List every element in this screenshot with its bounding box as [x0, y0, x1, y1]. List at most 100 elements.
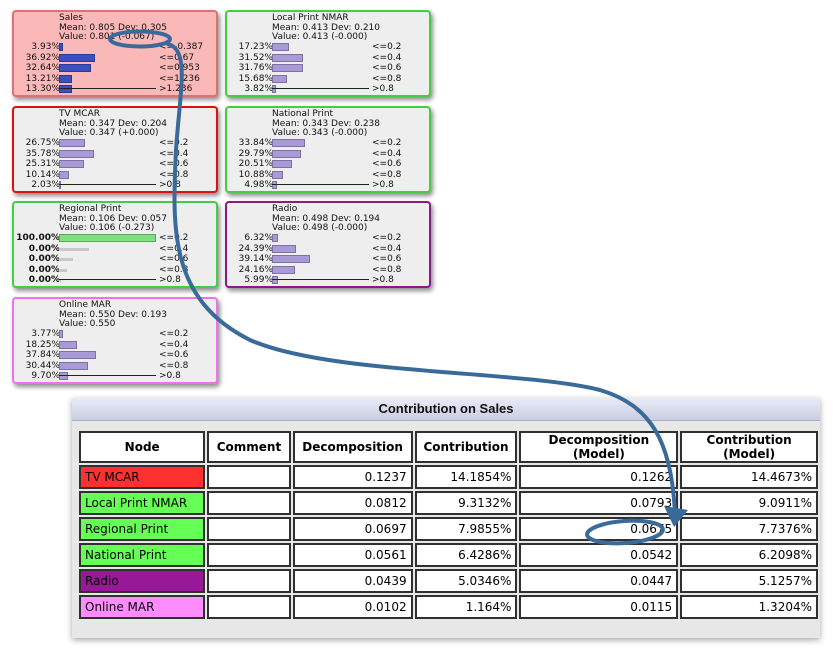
state-row[interactable]: 39.14% <=0.6 [227, 254, 433, 265]
probability-bar [59, 43, 63, 51]
comment-cell[interactable] [207, 517, 291, 541]
state-row[interactable]: 30.44% <=0.8 [14, 361, 220, 372]
table-row[interactable]: Radio 0.0439 5.0346% 0.0447 5.1257% [79, 569, 818, 593]
probability-bar [59, 139, 85, 147]
online-mar-node[interactable]: Online MAR Mean: 0.550 Dev: 0.193 Value: 0… [12, 297, 218, 384]
table-row[interactable]: National Print 0.0561 6.4286% 0.0542 6.2098% [79, 543, 818, 567]
decomposition-cell[interactable]: 0.0697 [292, 517, 413, 541]
sales-node[interactable]: Sales Mean: 0.805 Dev: 0.305 Value: 0.801 … [12, 10, 218, 97]
regional-print-node[interactable]: Regional Print Mean: 0.106 Dev: 0.057 Valu… [12, 201, 218, 288]
contribution-cell[interactable]: 7.9855% [414, 517, 518, 541]
radio-node[interactable]: Radio Mean: 0.498 Dev: 0.194 Value: 0.498 … [225, 201, 431, 288]
state-row[interactable]: 17.23% <=0.2 [227, 42, 433, 53]
state-row[interactable]: 36.92% <=0.67 [14, 53, 220, 64]
table-row[interactable]: Online MAR 0.0102 1.164% 0.0115 1.3204% [79, 595, 818, 619]
state-row[interactable]: 4.98% >0.8 [227, 180, 433, 191]
state-row[interactable]: 100.00% <=0.2 [14, 233, 220, 244]
decomposition-cell[interactable]: 0.0812 [292, 491, 413, 515]
state-label: <=0.2 [159, 138, 189, 148]
comment-cell[interactable] [207, 543, 291, 567]
contribution-cell[interactable]: 6.4286% [414, 543, 518, 567]
table-row[interactable]: Regional Print 0.0697 7.9855% 0.0675 7.7376% [79, 517, 818, 541]
column-header-decomposition-model[interactable]: Decomposition (Model) [519, 431, 679, 463]
decomposition-model-cell[interactable]: 0.0447 [519, 569, 679, 593]
state-percent: 100.00% [16, 233, 60, 243]
state-row[interactable]: 31.76% <=0.6 [227, 63, 433, 74]
decomposition-model-cell[interactable]: 0.0675 [519, 517, 679, 541]
state-row[interactable]: 18.25% <=0.4 [14, 340, 220, 351]
contribution-cell[interactable]: 9.3132% [414, 491, 518, 515]
state-row[interactable]: 10.14% <=0.8 [14, 170, 220, 181]
state-row[interactable]: 33.84% <=0.2 [227, 138, 433, 149]
node-cell[interactable]: Regional Print [79, 517, 206, 541]
state-row[interactable]: 2.03% >0.8 [14, 180, 220, 191]
decomposition-model-cell[interactable]: 0.0542 [519, 543, 679, 567]
state-row[interactable]: 3.93% <=-0.387 [14, 42, 220, 53]
state-row[interactable]: 20.51% <=0.6 [227, 159, 433, 170]
decomposition-cell[interactable]: 0.0561 [292, 543, 413, 567]
contribution-model-cell[interactable]: 9.0911% [680, 491, 818, 515]
column-header-contribution-model[interactable]: Contribution (Model) [680, 431, 818, 463]
state-row[interactable]: 15.68% <=0.8 [227, 74, 433, 85]
comment-cell[interactable] [207, 465, 291, 489]
state-percent: 0.00% [28, 275, 60, 285]
probability-bar [272, 170, 283, 179]
column-header-node[interactable]: Node [79, 431, 206, 463]
state-row[interactable]: 0.00% <=0.8 [14, 265, 220, 276]
decomposition-cell[interactable]: 0.0102 [292, 595, 413, 619]
contribution-model-cell[interactable]: 6.2098% [680, 543, 818, 567]
state-row[interactable]: 5.99% >0.8 [227, 275, 433, 286]
state-row[interactable]: 25.31% <=0.6 [14, 159, 220, 170]
contribution-model-cell[interactable]: 14.4673% [680, 465, 818, 489]
column-header-contribution[interactable]: Contribution [414, 431, 518, 463]
contribution-model-cell[interactable]: 1.3204% [680, 595, 818, 619]
contribution-model-cell[interactable]: 5.1257% [680, 569, 818, 593]
table-row[interactable]: TV MCAR 0.1237 14.1854% 0.1262 14.4673% [79, 465, 818, 489]
state-row[interactable]: 24.16% <=0.8 [227, 265, 433, 276]
contribution-cell[interactable]: 1.164% [414, 595, 518, 619]
node-cell[interactable]: TV MCAR [79, 465, 206, 489]
state-row[interactable]: 31.52% <=0.4 [227, 53, 433, 64]
histogram-axis [59, 375, 156, 376]
comment-cell[interactable] [207, 569, 291, 593]
node-cell[interactable]: Online MAR [79, 595, 206, 619]
decomposition-model-cell[interactable]: 0.0115 [519, 595, 679, 619]
local-print-nmar-node[interactable]: Local Print NMAR Mean: 0.413 Dev: 0.210 Va… [225, 10, 431, 97]
state-row[interactable]: 26.75% <=0.2 [14, 138, 220, 149]
table-row[interactable]: Local Print NMAR 0.0812 9.3132% 0.0793 9.091… [79, 491, 818, 515]
tv-mcar-node[interactable]: TV MCAR Mean: 0.347 Dev: 0.204 Value: 0.34… [12, 106, 218, 193]
contribution-cell[interactable]: 14.1854% [414, 465, 518, 489]
state-row[interactable]: 0.00% <=0.4 [14, 244, 220, 255]
decomposition-model-cell[interactable]: 0.1262 [519, 465, 679, 489]
state-row[interactable]: 6.32% <=0.2 [227, 233, 433, 244]
state-row[interactable]: 35.78% <=0.4 [14, 149, 220, 160]
state-percent: 15.68% [238, 73, 273, 84]
state-row[interactable]: 0.00% <=0.6 [14, 254, 220, 265]
state-row[interactable]: 10.88% <=0.8 [227, 170, 433, 181]
state-row[interactable]: 13.30% >1.236 [14, 84, 220, 95]
state-row[interactable]: 29.79% <=0.4 [227, 149, 433, 160]
node-cell[interactable]: Radio [79, 569, 206, 593]
contribution-model-cell[interactable]: 7.7376% [680, 517, 818, 541]
state-label: <=0.2 [372, 138, 402, 148]
state-row[interactable]: 37.84% <=0.6 [14, 350, 220, 361]
node-cell[interactable]: National Print [79, 543, 206, 567]
column-header-decomposition[interactable]: Decomposition [292, 431, 413, 463]
column-header-comment[interactable]: Comment [207, 431, 291, 463]
state-row[interactable]: 24.39% <=0.4 [227, 244, 433, 255]
decomposition-cell[interactable]: 0.0439 [292, 569, 413, 593]
national-print-node[interactable]: National Print Mean: 0.343 Dev: 0.238 Valu… [225, 106, 431, 193]
comment-cell[interactable] [207, 491, 291, 515]
probability-bar [272, 244, 296, 253]
state-row[interactable]: 3.77% <=0.2 [14, 329, 220, 340]
state-row[interactable]: 0.00% >0.8 [14, 275, 220, 286]
contribution-cell[interactable]: 5.0346% [414, 569, 518, 593]
node-cell[interactable]: Local Print NMAR [79, 491, 206, 515]
decomposition-model-cell[interactable]: 0.0793 [519, 491, 679, 515]
state-row[interactable]: 13.21% <=1.236 [14, 74, 220, 85]
state-row[interactable]: 9.70% >0.8 [14, 371, 220, 382]
state-row[interactable]: 3.82% >0.8 [227, 84, 433, 95]
state-row[interactable]: 32.64% <=0.953 [14, 63, 220, 74]
comment-cell[interactable] [207, 595, 291, 619]
decomposition-cell[interactable]: 0.1237 [292, 465, 413, 489]
